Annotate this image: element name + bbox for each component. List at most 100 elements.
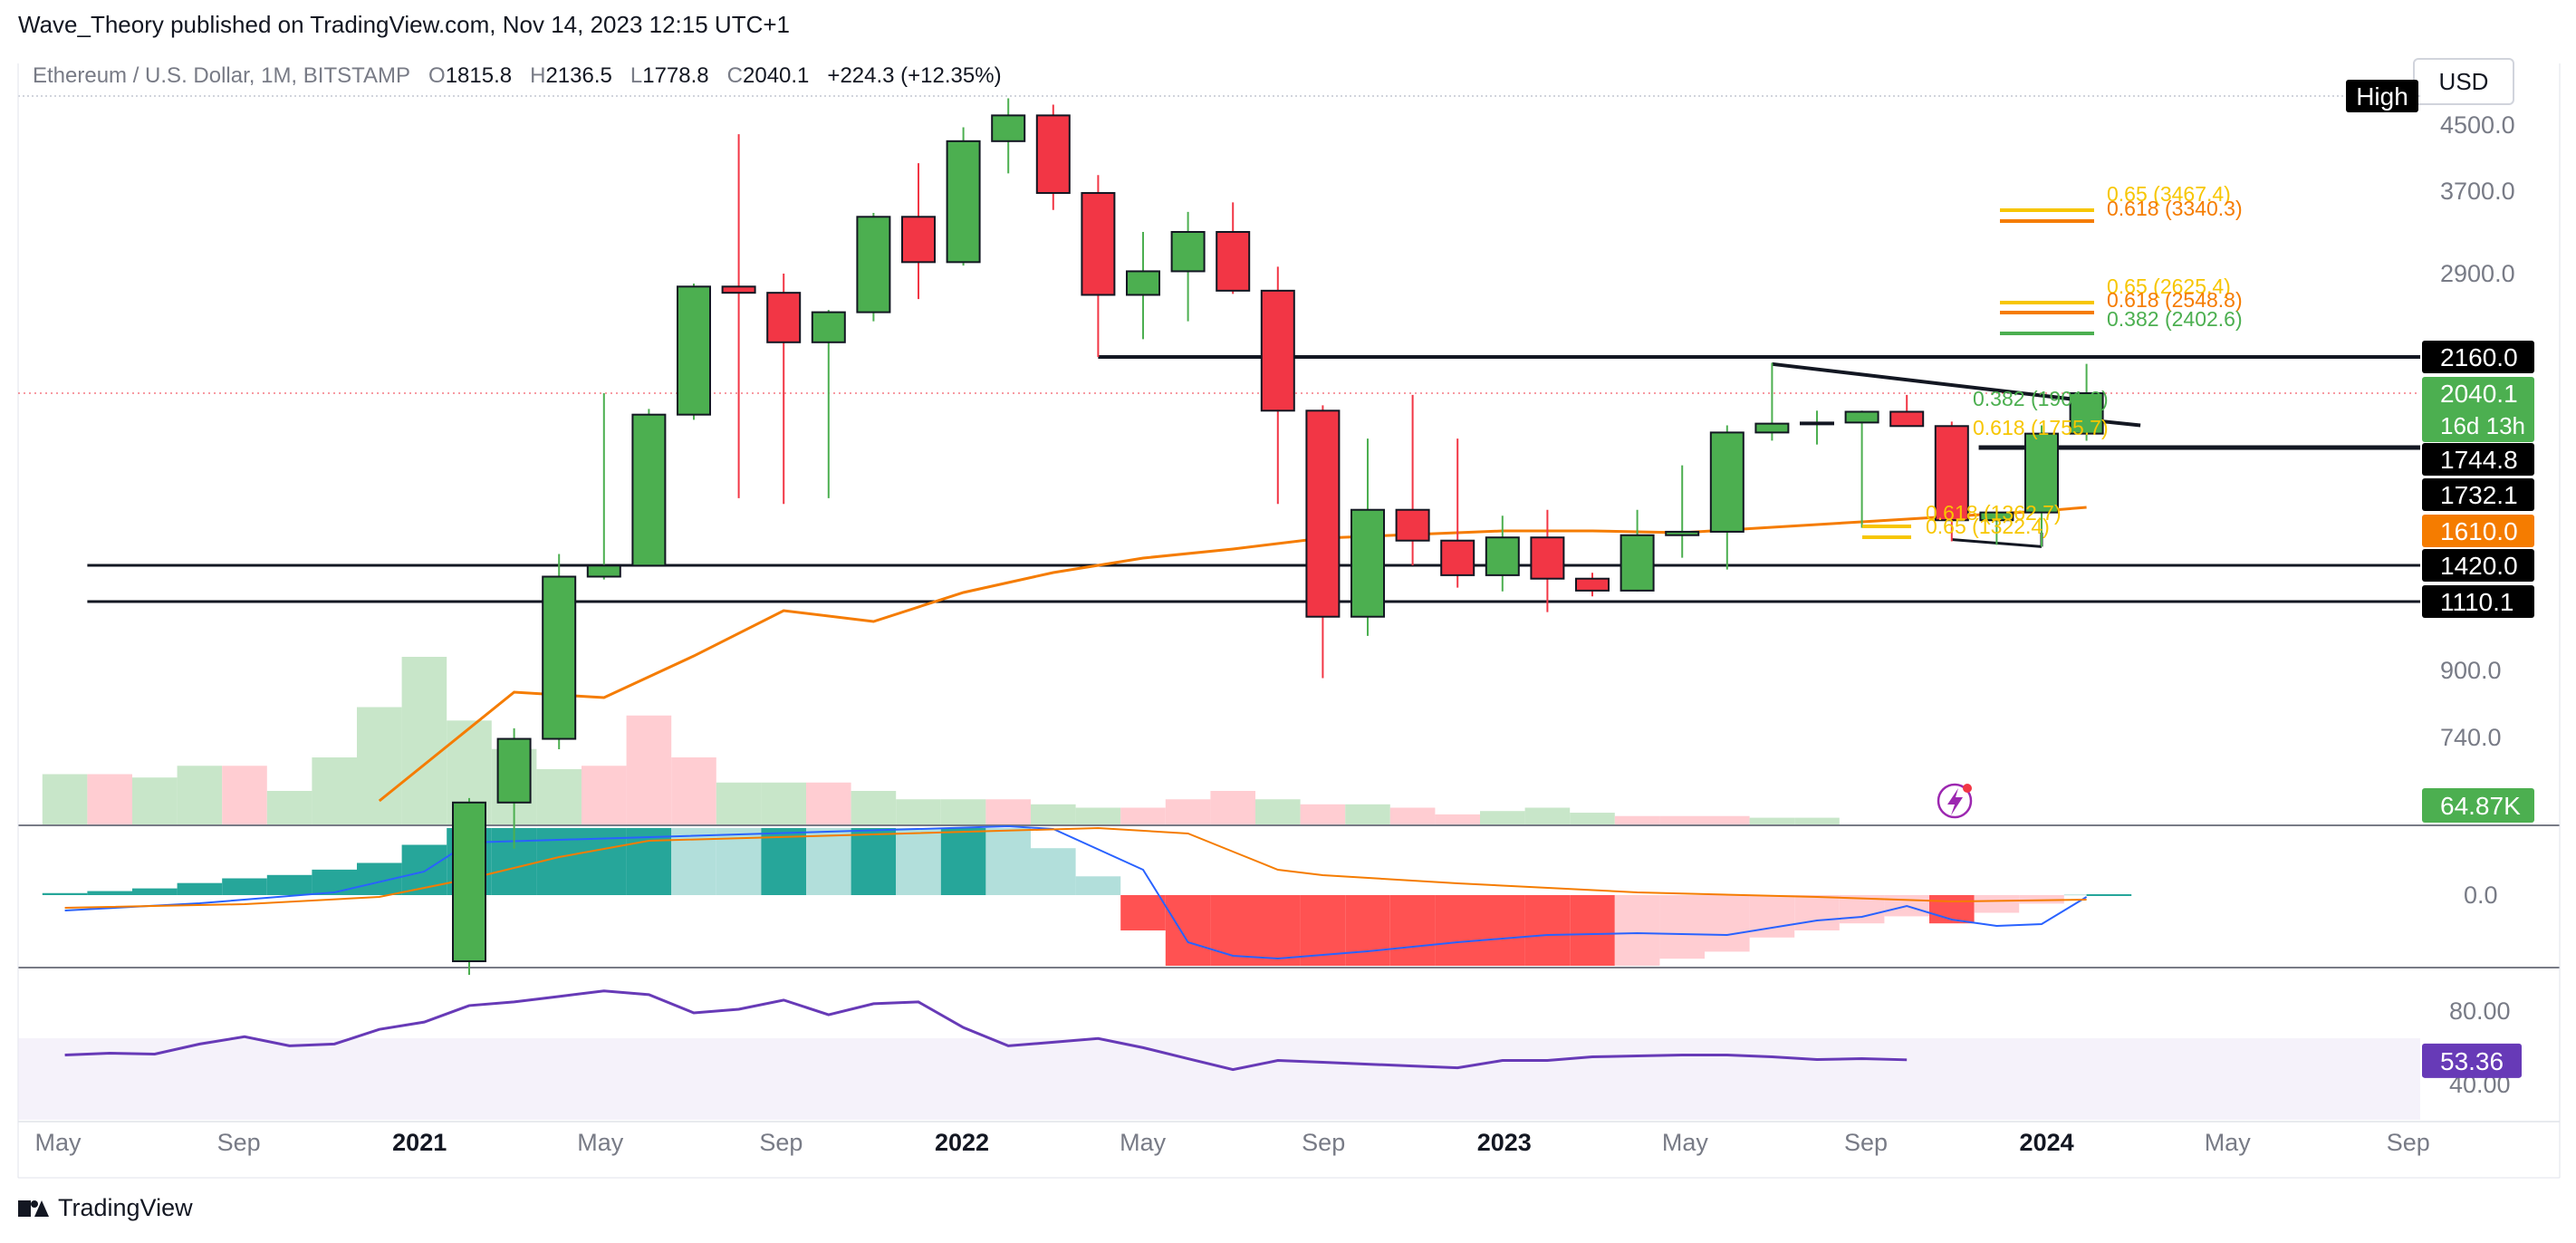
volume-bar bbox=[357, 707, 402, 824]
volume-bar bbox=[1749, 817, 1795, 824]
candle[interactable] bbox=[542, 554, 577, 749]
candle[interactable] bbox=[1575, 573, 1610, 597]
candle-body bbox=[1170, 231, 1206, 273]
lightning-icon-dot bbox=[1963, 784, 1972, 793]
macd-histogram-bar bbox=[985, 828, 1031, 895]
candle[interactable] bbox=[811, 310, 846, 498]
candle[interactable] bbox=[452, 797, 486, 976]
price-badge-label: 1110.1 bbox=[2440, 588, 2514, 616]
candle[interactable] bbox=[1170, 211, 1206, 322]
candle[interactable] bbox=[1620, 509, 1655, 592]
candle[interactable] bbox=[1844, 410, 1879, 528]
currency-button[interactable]: USD bbox=[2413, 58, 2514, 105]
candle[interactable] bbox=[1530, 509, 1565, 612]
macd-histogram-bar bbox=[401, 844, 447, 895]
candle-body bbox=[1889, 410, 1925, 428]
price-badge-label: 1420.0 bbox=[2440, 552, 2518, 580]
volume-bar bbox=[1165, 799, 1211, 824]
volume-bar bbox=[671, 757, 716, 824]
volume-bar bbox=[806, 782, 851, 824]
volume-bar bbox=[312, 757, 357, 824]
candle[interactable] bbox=[677, 283, 711, 420]
price-axis-tick: 2900.0 bbox=[2440, 260, 2515, 287]
volume-bar bbox=[1435, 814, 1480, 824]
candle[interactable] bbox=[1350, 438, 1385, 636]
fib-level-label: 0.382 (1901.2) bbox=[1973, 387, 2109, 410]
candle[interactable] bbox=[1665, 465, 1700, 558]
candle[interactable] bbox=[1934, 421, 1969, 542]
candle-body bbox=[1035, 114, 1071, 195]
candle[interactable] bbox=[766, 274, 802, 505]
candle-body bbox=[2024, 432, 2059, 514]
volume-bar bbox=[626, 715, 672, 824]
candle[interactable] bbox=[1126, 232, 1160, 340]
candle[interactable] bbox=[1754, 362, 1790, 441]
x-axis-tick: May bbox=[34, 1129, 82, 1156]
candle[interactable] bbox=[1889, 394, 1925, 428]
macd-histogram-bar bbox=[1480, 895, 1525, 966]
candle-body bbox=[1979, 511, 2014, 522]
candle[interactable] bbox=[2069, 363, 2104, 441]
high-value: 2136.5 bbox=[545, 63, 612, 88]
candle-body bbox=[1575, 577, 1610, 592]
candle-body bbox=[1530, 536, 1565, 580]
volume-bar bbox=[1255, 799, 1301, 824]
price-badge bbox=[2422, 341, 2534, 373]
volume-bar bbox=[716, 782, 762, 824]
candle[interactable] bbox=[631, 409, 667, 567]
fib-level-label: 0.65 (2625.4) bbox=[2107, 275, 2231, 298]
fib-level-label: 0.65 (1322.4) bbox=[1926, 515, 2050, 538]
volume-bar bbox=[536, 768, 582, 824]
candle[interactable] bbox=[1395, 394, 1430, 565]
candle-body bbox=[1934, 425, 1969, 522]
candle[interactable] bbox=[496, 727, 532, 849]
candle[interactable] bbox=[1800, 410, 1834, 445]
price-badge bbox=[2422, 549, 2534, 582]
lightning-icon[interactable] bbox=[1937, 783, 1973, 819]
volume-bar bbox=[1659, 815, 1705, 824]
volume-bar bbox=[1120, 807, 1166, 824]
candle-body bbox=[766, 292, 802, 343]
macd-histogram-bar bbox=[266, 874, 312, 895]
candle-body bbox=[542, 575, 577, 740]
candle-body bbox=[1709, 431, 1745, 533]
candle-body bbox=[1126, 270, 1160, 296]
candle[interactable] bbox=[2024, 425, 2059, 547]
low-value: 1778.8 bbox=[642, 63, 709, 88]
candle[interactable] bbox=[1081, 175, 1116, 357]
candle[interactable] bbox=[1709, 425, 1745, 570]
volume-bar bbox=[1210, 791, 1255, 824]
macd-histogram-bar bbox=[42, 892, 88, 895]
candle[interactable] bbox=[1979, 509, 2014, 545]
macd-histogram-bar bbox=[1435, 895, 1480, 966]
fib-level-label: 0.618 (1362.7) bbox=[1926, 501, 2062, 525]
candle[interactable] bbox=[1035, 104, 1071, 210]
candle[interactable] bbox=[1440, 438, 1475, 588]
price-badge bbox=[2422, 377, 2534, 442]
low-label: L bbox=[630, 63, 643, 88]
candle-body bbox=[677, 285, 711, 416]
lightning-icon-bolt bbox=[1947, 788, 1963, 815]
price-badge bbox=[2422, 585, 2534, 618]
candle[interactable] bbox=[946, 127, 981, 266]
lightning-icon-ring bbox=[1937, 783, 1973, 819]
macd-histogram-bar bbox=[1705, 895, 1750, 952]
rsi-badge bbox=[2422, 1043, 2522, 1078]
candle-body bbox=[2069, 391, 2104, 435]
x-axis-tick: Sep bbox=[2387, 1129, 2430, 1156]
candle[interactable] bbox=[721, 134, 756, 498]
candle[interactable] bbox=[856, 212, 891, 322]
macd-histogram-bar bbox=[851, 828, 897, 895]
candle[interactable] bbox=[586, 393, 621, 580]
candle[interactable] bbox=[991, 98, 1026, 174]
candle[interactable] bbox=[901, 163, 936, 300]
candle[interactable] bbox=[1305, 405, 1341, 679]
candle-body bbox=[496, 737, 532, 804]
countdown-label: 16d 13h bbox=[2440, 412, 2525, 439]
footer-brand-label: TradingView bbox=[58, 1194, 193, 1221]
macd-histogram-bar bbox=[1255, 895, 1301, 966]
candle[interactable] bbox=[1216, 202, 1251, 294]
candle[interactable] bbox=[1485, 516, 1520, 592]
candle[interactable] bbox=[1260, 266, 1295, 505]
